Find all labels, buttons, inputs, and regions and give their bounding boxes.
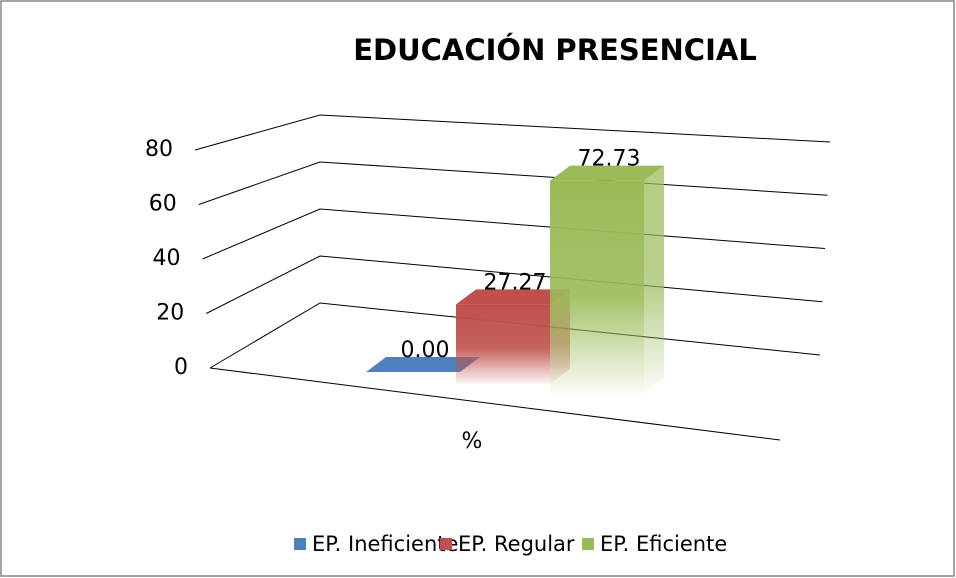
y-tick-label: 80 <box>145 137 173 162</box>
legend-swatch <box>294 538 306 550</box>
legend-swatch <box>582 538 594 550</box>
data-label: 27.27 <box>484 270 547 295</box>
bar-top <box>550 165 664 181</box>
y-tick-label: 40 <box>153 246 181 271</box>
bar-front <box>456 304 550 384</box>
x-tick-label: % <box>462 429 483 454</box>
floor-edge <box>209 367 781 441</box>
y-tick-label: 0 <box>174 355 188 380</box>
legend-swatch <box>440 538 452 550</box>
chart-title: EDUCACIÓN PRESENCIAL <box>353 33 757 67</box>
bar-side <box>644 165 664 393</box>
bar-top <box>366 357 480 372</box>
bar <box>366 357 480 372</box>
bar <box>550 165 664 393</box>
bar-front <box>550 180 644 393</box>
legend-label: EP. Regular <box>458 532 575 556</box>
grid-line <box>194 114 831 151</box>
y-tick-label: 20 <box>156 301 184 326</box>
data-label: 0.00 <box>401 338 450 363</box>
y-tick-label: 60 <box>149 192 177 217</box>
legend-label: EP. Ineficiente <box>312 532 458 556</box>
legend-label: EP. Eficiente <box>600 532 727 556</box>
bar-top <box>456 289 570 305</box>
data-label: 72.73 <box>578 147 641 172</box>
